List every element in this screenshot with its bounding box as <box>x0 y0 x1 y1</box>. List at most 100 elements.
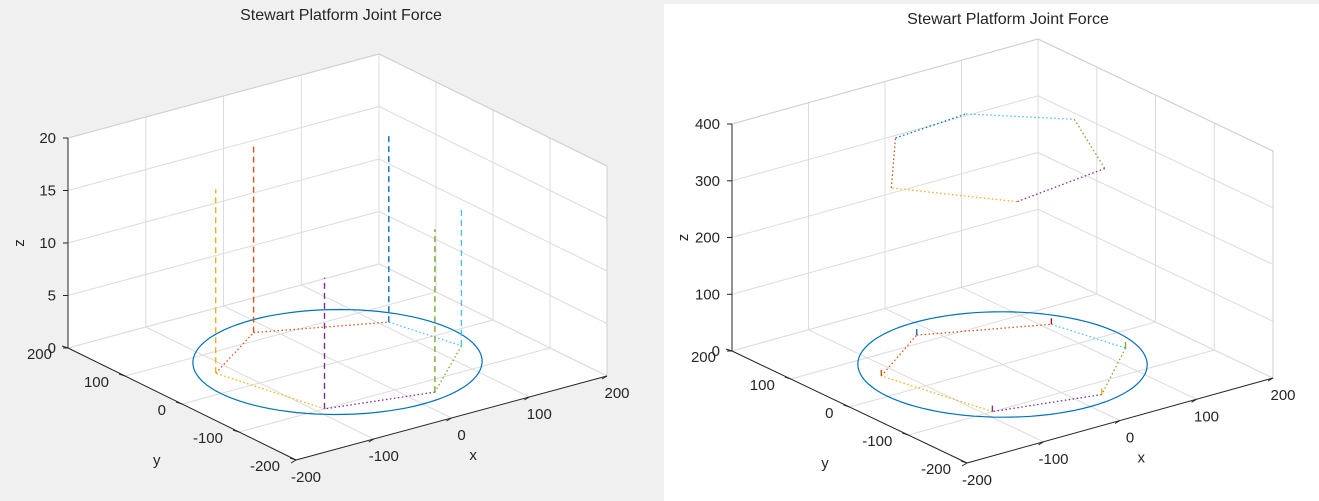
grid-line <box>849 321 1156 408</box>
y-tick-mark <box>232 429 240 433</box>
y-tick-label: -100 <box>862 433 892 450</box>
y-tick-label: -200 <box>921 461 951 478</box>
grid-line <box>67 158 380 244</box>
x-tick-mark <box>524 396 530 401</box>
box-edge <box>1037 38 1274 152</box>
z-tick-label: 0 <box>712 343 720 360</box>
x-tick-mark <box>290 459 297 464</box>
y-axis-label: y <box>821 455 829 472</box>
x-tick-mark <box>446 417 452 422</box>
z-tick-label: 20 <box>39 130 56 147</box>
grid-line <box>908 349 1215 436</box>
base-hexagon-edge <box>434 345 462 393</box>
chart-1: -200-1000100200-200-100010020005101520xy… <box>11 7 630 486</box>
x-tick-label: -100 <box>1038 451 1068 468</box>
grid-line <box>731 152 1039 238</box>
x-tick-mark <box>1114 420 1121 424</box>
chart-title: Stewart Platform Joint Force <box>907 11 1109 28</box>
box-edge <box>378 53 608 167</box>
y-tick-label: 100 <box>84 374 109 391</box>
x-tick-mark <box>368 438 375 443</box>
grid-line <box>731 95 1039 182</box>
z-tick-label: 10 <box>39 235 56 252</box>
grid-line <box>378 106 608 219</box>
x-tick-label: 100 <box>527 406 552 423</box>
platform-edge <box>891 187 1018 203</box>
grid-line <box>378 263 608 377</box>
x-tick-label: 200 <box>1270 387 1295 404</box>
z-axis-label: z <box>675 234 692 242</box>
y-tick-mark <box>784 376 791 380</box>
x-tick-mark <box>961 462 968 467</box>
x-tick-mark <box>1038 441 1044 446</box>
y-tick-label: -100 <box>193 430 223 447</box>
base-hexagon-edge <box>253 321 389 334</box>
base-hexagon-edge <box>880 334 918 377</box>
base-hexagon-edge <box>388 321 462 347</box>
grid-line <box>1037 152 1274 265</box>
base-hexagon-edge <box>1051 323 1126 349</box>
y-tick-mark <box>175 401 183 405</box>
x-tick-mark <box>1267 377 1274 382</box>
grid-line <box>67 263 380 349</box>
grid-line <box>124 291 437 377</box>
x-tick-mark <box>601 375 608 380</box>
x-tick-label: 0 <box>1126 430 1134 447</box>
grid-line <box>790 293 1097 380</box>
grid-line <box>731 208 1039 295</box>
grid-line <box>67 106 380 191</box>
y-tick-label: -200 <box>250 458 280 475</box>
platform-edge <box>890 137 897 188</box>
platform-edge <box>895 113 967 139</box>
base-hexagon-edge <box>1101 347 1127 395</box>
base-hexagon-edge <box>881 375 993 413</box>
y-tick-label: 200 <box>691 349 716 366</box>
y-tick-label: 0 <box>158 402 166 419</box>
chart-2: -200-1000100200-200-10001002000100200300… <box>675 11 1296 489</box>
z-tick-label: 100 <box>695 286 720 303</box>
x-tick-label: 200 <box>604 385 629 402</box>
y-tick-mark <box>960 460 968 464</box>
grid-line <box>1037 265 1274 379</box>
platform-edge <box>1073 118 1106 169</box>
x-axis-label: x <box>469 447 477 464</box>
x-tick-label: -200 <box>291 469 321 486</box>
y-tick-mark <box>843 404 850 408</box>
z-tick-label: 200 <box>695 230 720 247</box>
y-tick-mark <box>902 432 909 436</box>
x-tick-mark <box>1191 398 1197 403</box>
base-hexagon-edge <box>215 372 325 410</box>
z-tick-label: 400 <box>695 116 720 133</box>
z-tick-label: 15 <box>39 183 56 200</box>
base-circle <box>192 308 483 416</box>
grid-line <box>238 347 551 433</box>
z-tick-label: 0 <box>48 340 56 357</box>
y-tick-label: 200 <box>27 346 52 363</box>
grid-line <box>378 158 608 272</box>
x-axis-label: x <box>1138 449 1146 466</box>
base-circle <box>857 311 1148 418</box>
y-axis-label: y <box>153 452 161 469</box>
y-tick-label: 0 <box>825 405 833 422</box>
box-edge <box>731 38 1039 125</box>
base-hexagon-edge <box>215 332 255 374</box>
grid-line <box>67 211 380 296</box>
grid-line <box>181 319 494 405</box>
box-edge <box>67 53 380 139</box>
grid-line <box>378 211 608 324</box>
y-tick-mark <box>289 457 297 461</box>
y-tick-mark <box>118 373 126 377</box>
x-tick-label: 100 <box>1194 408 1219 425</box>
y-tick-label: 100 <box>750 377 775 394</box>
z-axis-label: z <box>11 239 28 247</box>
base-hexagon-edge <box>992 393 1102 413</box>
z-tick-label: 5 <box>48 288 56 305</box>
x-tick-label: -100 <box>369 448 399 465</box>
grid-line <box>1037 208 1274 322</box>
x-tick-label: 0 <box>457 427 465 444</box>
base-hexagon-edge <box>916 323 1052 336</box>
x-tick-label: -200 <box>962 472 992 489</box>
chart-title: Stewart Platform Joint Force <box>240 7 442 24</box>
